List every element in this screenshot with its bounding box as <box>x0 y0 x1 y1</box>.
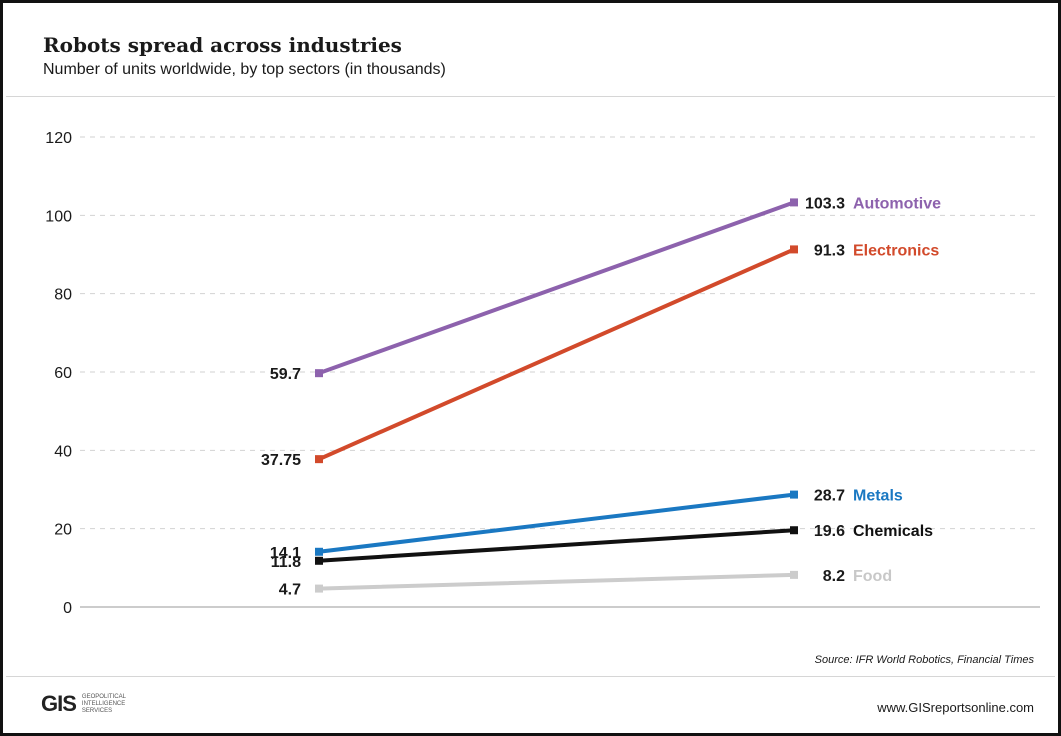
series-marker-start <box>315 547 323 556</box>
series-name-label: Electronics <box>853 242 939 259</box>
series-marker-start <box>315 369 323 378</box>
series-marker-end <box>790 245 798 254</box>
series-line-electronics <box>317 247 796 462</box>
series-line-chemicals <box>317 528 796 563</box>
data-label-start: 4.7 <box>279 582 301 599</box>
series-name-label: Food <box>853 568 892 585</box>
source-note: Source: IFR World Robotics, Financial Ti… <box>814 654 1034 666</box>
series-line-metals <box>317 492 796 554</box>
series-name-label: Metals <box>853 488 903 505</box>
series-line-automotive <box>317 200 796 376</box>
y-tick-label: 80 <box>54 287 72 304</box>
y-tick-label: 20 <box>54 522 72 539</box>
logo-line-1: Geopolitical <box>81 693 126 700</box>
y-tick-label: 60 <box>54 365 72 382</box>
data-label-end: 28.7 <box>814 488 845 505</box>
series-marker-end <box>790 526 798 535</box>
data-label-start: 14.1 <box>270 545 301 562</box>
logo-mark: GIS <box>41 691 77 716</box>
data-label-end: 19.6 <box>814 523 845 540</box>
series-marker-end <box>790 570 798 579</box>
gis-logo: GIS Geopolitical Intelligence Services <box>41 693 162 715</box>
y-tick-label: 100 <box>45 208 72 225</box>
chart-title: Robots spread across industries <box>43 33 402 57</box>
data-label-end: 103.3 <box>805 195 845 212</box>
series-name-label: Chemicals <box>853 523 933 540</box>
series-marker-end <box>790 198 798 207</box>
header-divider <box>6 96 1055 97</box>
series-marker-start <box>315 584 323 593</box>
footer-divider <box>6 676 1055 677</box>
y-tick-label: 0 <box>63 600 72 617</box>
series-marker-end <box>790 490 798 499</box>
data-label-start: 59.7 <box>270 366 301 383</box>
series-marker-start <box>315 556 323 565</box>
logo-line-2: Intelligence <box>81 700 126 707</box>
series-marker-start <box>315 455 323 464</box>
data-label-end: 91.3 <box>814 242 845 259</box>
y-tick-label: 120 <box>45 130 72 147</box>
data-label-end: 8.2 <box>823 568 845 585</box>
series-line-food <box>317 572 796 591</box>
y-tick-label: 40 <box>54 443 72 460</box>
logo-text: Geopolitical Intelligence Services <box>82 694 162 715</box>
website-link[interactable]: www.GISreportsonline.com <box>877 700 1034 715</box>
data-label-start: 11.8 <box>271 554 301 571</box>
series-name-label: Automotive <box>853 195 941 212</box>
data-label-start: 37.75 <box>261 452 301 469</box>
logo-line-3: Services <box>81 707 113 714</box>
chart-subtitle: Number of units worldwide, by top sector… <box>43 61 446 78</box>
